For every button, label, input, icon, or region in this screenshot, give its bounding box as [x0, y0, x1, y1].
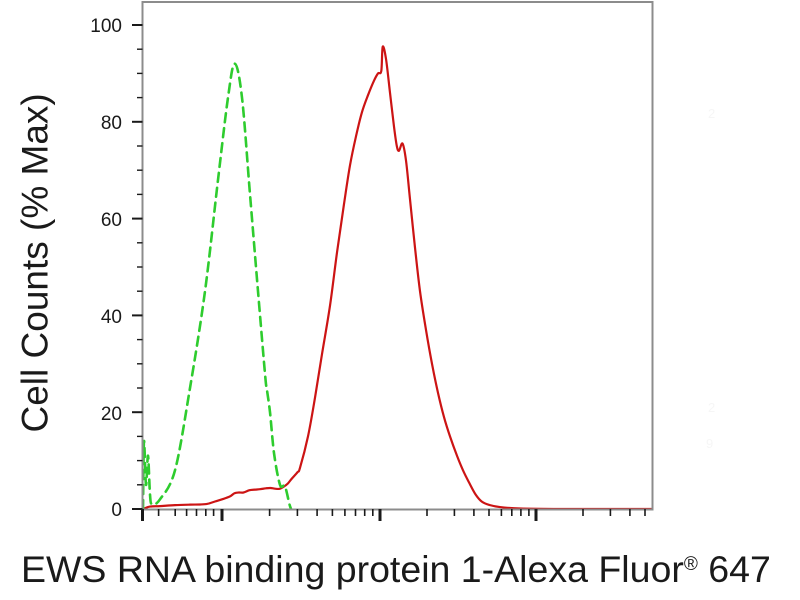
svg-text:0: 0	[111, 500, 122, 521]
svg-text:100: 100	[90, 16, 122, 37]
svg-text:80: 80	[101, 113, 122, 134]
svg-text:2: 2	[708, 400, 715, 415]
svg-text:60: 60	[101, 210, 122, 231]
svg-text:2: 2	[708, 106, 715, 121]
svg-text:40: 40	[101, 307, 122, 328]
svg-text:9: 9	[706, 436, 713, 451]
svg-text:20: 20	[101, 404, 122, 425]
